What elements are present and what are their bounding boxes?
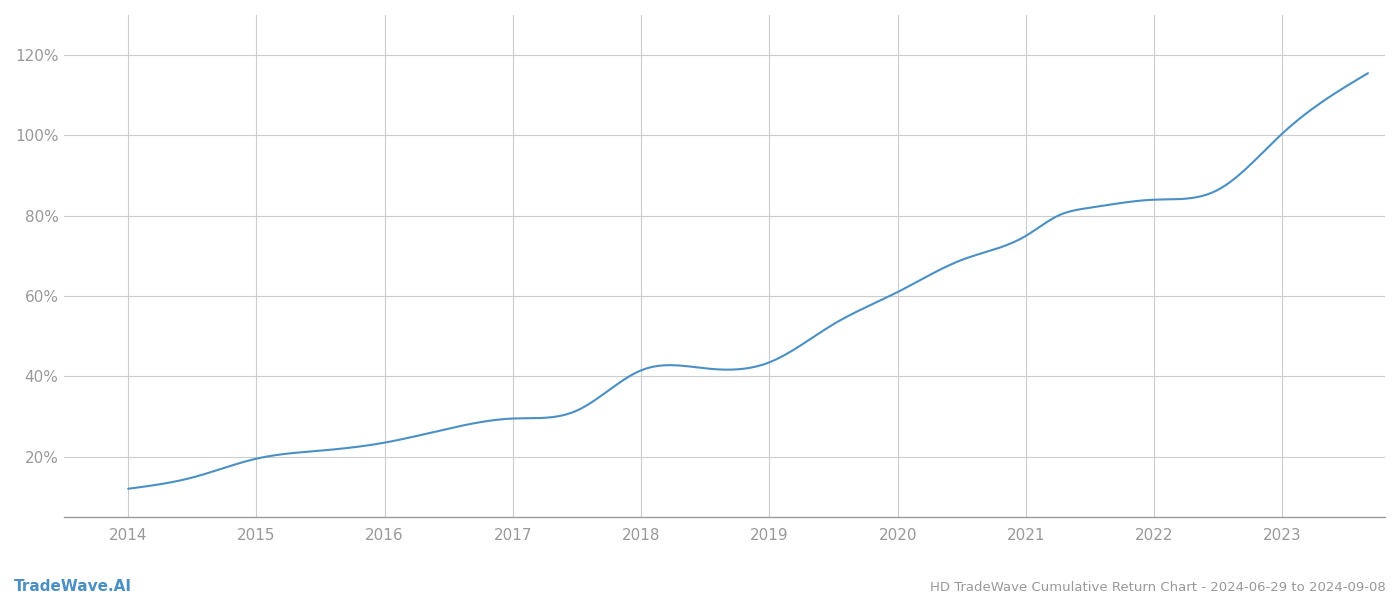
Text: HD TradeWave Cumulative Return Chart - 2024-06-29 to 2024-09-08: HD TradeWave Cumulative Return Chart - 2… bbox=[930, 581, 1386, 594]
Text: TradeWave.AI: TradeWave.AI bbox=[14, 579, 132, 594]
